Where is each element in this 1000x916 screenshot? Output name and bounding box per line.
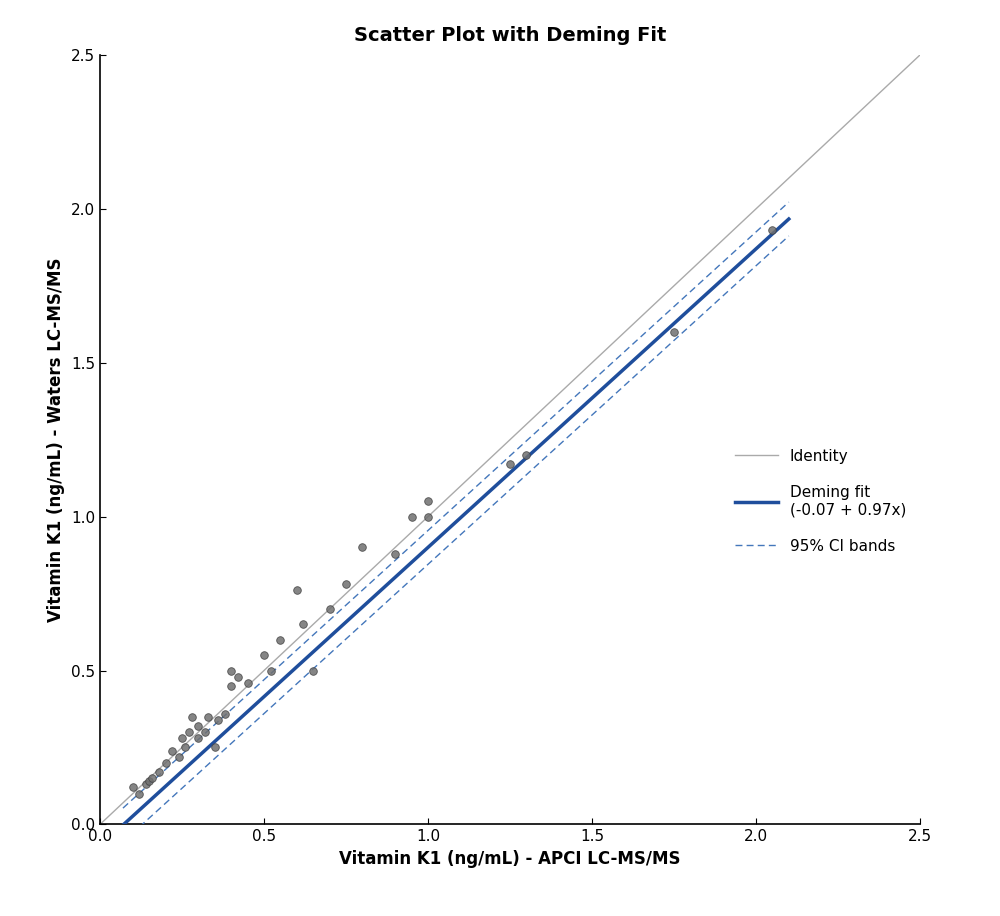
Point [164,743,180,758]
Point [190,718,206,733]
Title: Scatter Plot with Deming Fit: Scatter Plot with Deming Fit [354,26,666,45]
Point [387,546,403,561]
Point [217,706,233,721]
Point [240,675,256,690]
Point [666,324,682,339]
Point [263,663,279,678]
Point [404,509,420,524]
Point [207,740,223,755]
Point [354,540,370,555]
Point [184,709,200,724]
Legend: Identity, Deming fit
(-0.07 + 0.97x), 95% CI bands: Identity, Deming fit (-0.07 + 0.97x), 95… [729,442,912,560]
Point [230,670,246,684]
Point [190,731,206,746]
Point [295,617,311,632]
Point [197,725,213,739]
Point [223,663,239,678]
Point [171,749,187,764]
Point [272,632,288,647]
Point [502,457,518,472]
Point [141,774,157,789]
Point [518,448,534,463]
X-axis label: Vitamin K1 (ng/mL) - APCI LC-MS/MS: Vitamin K1 (ng/mL) - APCI LC-MS/MS [339,850,681,867]
Point [174,731,190,746]
Point [151,765,167,780]
Point [322,602,338,616]
Point [125,780,141,795]
Point [158,756,174,770]
Point [144,771,160,786]
Point [256,648,272,662]
Point [177,740,193,755]
Point [289,583,305,598]
Point [305,663,321,678]
Y-axis label: Vitamin K1 (ng/mL) - Waters LC-MS/MS: Vitamin K1 (ng/mL) - Waters LC-MS/MS [47,257,65,622]
Point [210,713,226,727]
Point [420,509,436,524]
Point [338,577,354,592]
Point [200,709,216,724]
Point [764,224,780,238]
Point [420,494,436,508]
Point [223,679,239,693]
Point [131,786,147,801]
Point [181,725,197,739]
Point [138,777,154,791]
